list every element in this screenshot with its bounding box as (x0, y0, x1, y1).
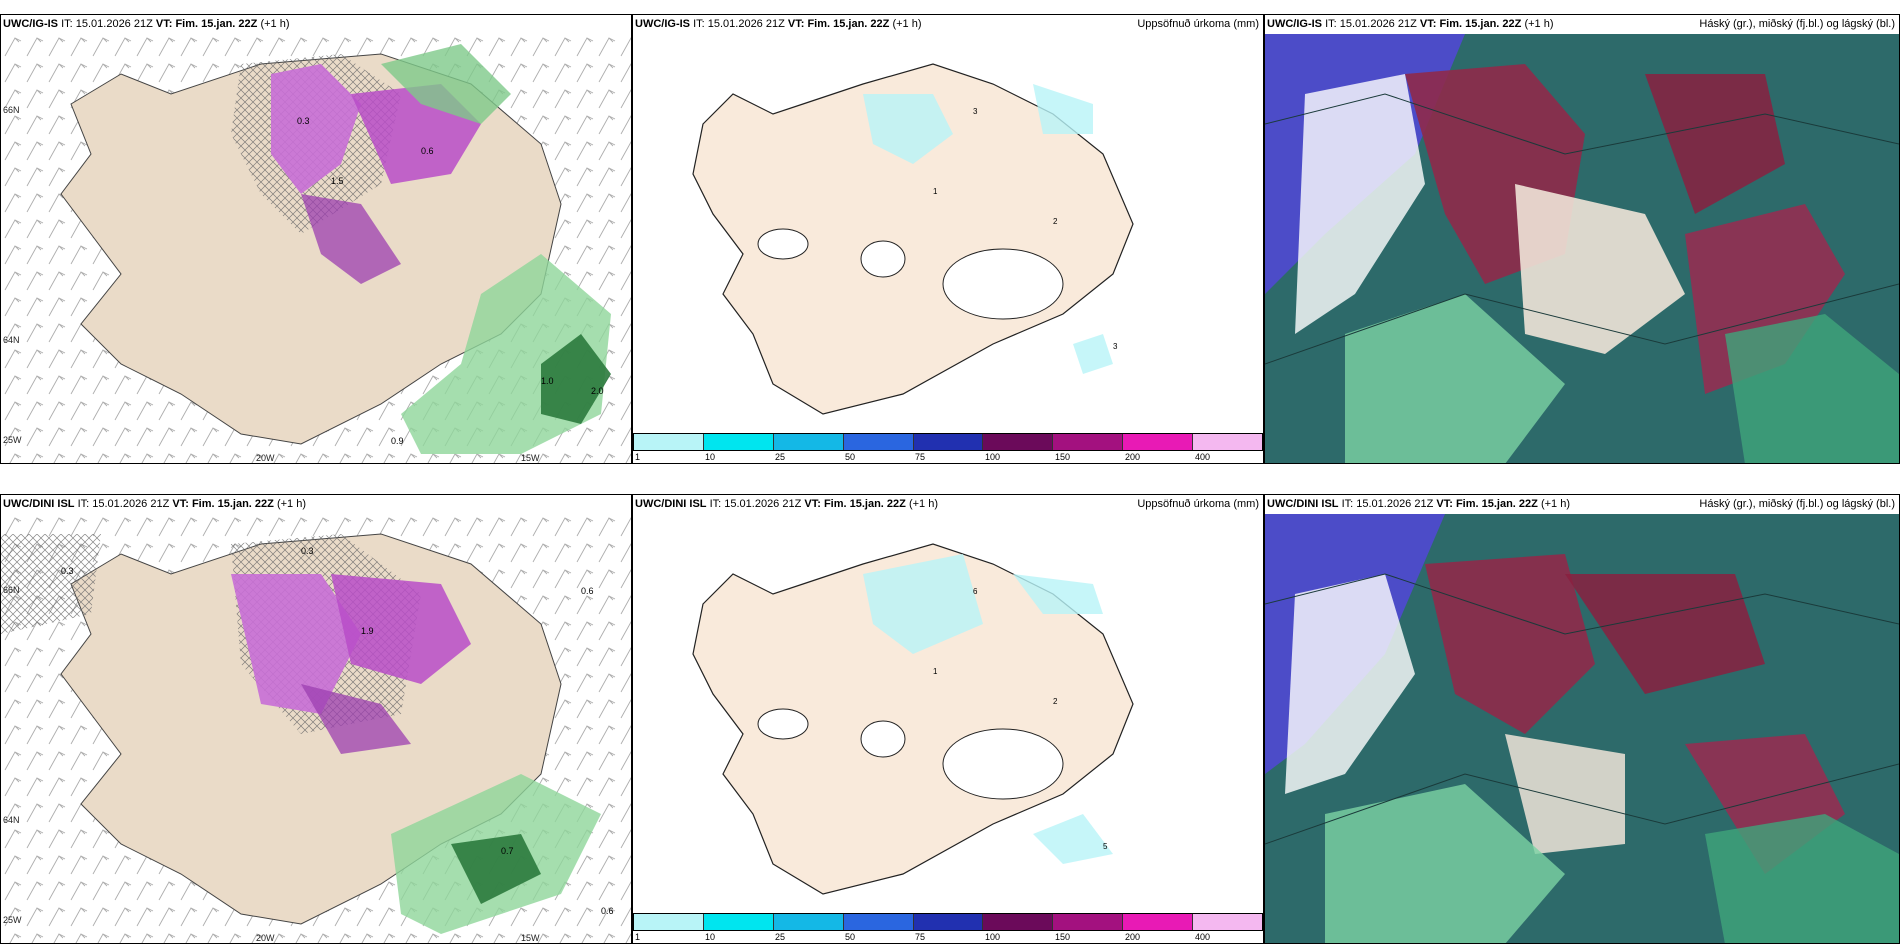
accum-label: 6 (973, 587, 978, 596)
colorbar-tick: 100 (985, 452, 1001, 462)
lat-label: 64N (3, 815, 20, 825)
cloud-title: Háský (gr.), miðský (fj.bl.) og lágský (… (1699, 498, 1895, 510)
panel-header: UWC/DINI ISL IT: 15.01.2026 21Z VT: Fim.… (3, 498, 306, 510)
precip-label: 0.6 (581, 586, 594, 596)
lon-label: 25W (3, 915, 22, 925)
colorbar-tick: 25 (775, 932, 786, 942)
accum-map: 3 1 2 3 (692, 63, 1134, 415)
colorbar-swatch (843, 914, 914, 930)
accum-label: 3 (1113, 342, 1118, 351)
colorbar-tick: 400 (1195, 452, 1211, 462)
colorbar-tick: 150 (1055, 932, 1071, 942)
precip-label: 0.3 (297, 116, 310, 126)
colorbar-swatch (703, 914, 774, 930)
precip-label: 0.3 (301, 546, 314, 556)
colorbar-tick: 10 (705, 932, 716, 942)
panel-header: UWC/DINI ISL IT: 15.01.2026 21Z VT: Fim.… (1267, 498, 1570, 510)
colorbar-tick: 1 (635, 932, 641, 942)
colorbar-tick: 150 (1055, 452, 1071, 462)
lat-label: 64N (3, 335, 20, 345)
colorbar-swatch (913, 434, 984, 450)
precip-label: 0.6 (421, 146, 434, 156)
precip-label: 1.5 (331, 176, 344, 186)
accum-label: 1 (933, 667, 938, 676)
precip-label: 0.7 (501, 846, 514, 856)
lon-label: 15W (521, 453, 540, 463)
colorbar-tick: 10 (705, 452, 716, 462)
precip-label: 2.0 (591, 386, 604, 396)
precip-panel-row1: UWC/IG-IS IT: 15.01.2026 21Z VT: Fim. 15… (0, 14, 632, 464)
colorbar-swatch (983, 914, 1054, 930)
colorbar-tick: 100 (985, 932, 1001, 942)
panel-header: UWC/IG-IS IT: 15.01.2026 21Z VT: Fim. 15… (635, 18, 922, 30)
precip-label: 0.9 (391, 436, 404, 446)
colorbar-swatch (1193, 914, 1263, 930)
accum-panel-row1: UWC/IG-IS IT: 15.01.2026 21Z VT: Fim. 15… (632, 14, 1264, 464)
lat-label: 66N (3, 585, 20, 595)
cloud-map (1265, 34, 1899, 463)
colorbar-tick: 400 (1195, 932, 1211, 942)
lon-label: 20W (256, 453, 275, 463)
precip-map: 0.3 0.6 1.5 1.0 2.0 0.9 (1, 34, 631, 463)
colorbar-swatch (1123, 914, 1194, 930)
colorbar-swatch (1053, 914, 1124, 930)
colorbar-swatch (773, 914, 844, 930)
accum-map: 6 1 2 5 (692, 543, 1134, 895)
accum-title: Uppsöfnuð úrkoma (mm) (1137, 18, 1259, 30)
cloud-map (1265, 514, 1899, 943)
colorbar (633, 913, 1263, 931)
colorbar-tick: 50 (845, 932, 856, 942)
colorbar-tick: 75 (915, 932, 926, 942)
model-name: UWC/IG-IS (3, 18, 58, 30)
panel-header: UWC/IG-IS IT: 15.01.2026 21Z VT: Fim. 15… (3, 18, 290, 30)
model-name: UWC/DINI ISL (3, 498, 75, 510)
cloud-title: Háský (gr.), miðský (fj.bl.) og lágský (… (1699, 18, 1895, 30)
colorbar-swatch (703, 434, 774, 450)
colorbar-tick: 75 (915, 452, 926, 462)
cloud-panel-row2: UWC/DINI ISL IT: 15.01.2026 21Z VT: Fim.… (1264, 494, 1900, 944)
colorbar-swatch (913, 914, 984, 930)
colorbar-swatch (1053, 434, 1124, 450)
panel-header: UWC/DINI ISL IT: 15.01.2026 21Z VT: Fim.… (635, 498, 938, 510)
accum-label: 3 (973, 107, 978, 116)
colorbar-swatch (634, 914, 704, 930)
colorbar-tick: 200 (1125, 452, 1141, 462)
colorbar-swatch (843, 434, 914, 450)
accum-label: 2 (1053, 697, 1058, 706)
precip-panel-row2: UWC/DINI ISL IT: 15.01.2026 21Z VT: Fim.… (0, 494, 632, 944)
precip-label: 0.6 (601, 906, 614, 916)
colorbar-swatch (634, 434, 704, 450)
precip-label: 1.0 (541, 376, 554, 386)
lat-label: 66N (3, 105, 20, 115)
colorbar-tick: 200 (1125, 932, 1141, 942)
lon-label: 20W (256, 933, 275, 943)
precip-label: 0.3 (61, 566, 74, 576)
cloud-panel-row1: UWC/IG-IS IT: 15.01.2026 21Z VT: Fim. 15… (1264, 14, 1900, 464)
accum-panel-row2: UWC/DINI ISL IT: 15.01.2026 21Z VT: Fim.… (632, 494, 1264, 944)
colorbar-swatch (983, 434, 1054, 450)
accum-title: Uppsöfnuð úrkoma (mm) (1137, 498, 1259, 510)
colorbar-tick: 1 (635, 452, 641, 462)
accum-label: 1 (933, 187, 938, 196)
colorbar-swatch (1193, 434, 1263, 450)
colorbar-swatch (773, 434, 844, 450)
colorbar (633, 433, 1263, 451)
panel-header: UWC/IG-IS IT: 15.01.2026 21Z VT: Fim. 15… (1267, 18, 1554, 30)
colorbar-swatch (1123, 434, 1194, 450)
lon-label: 25W (3, 435, 22, 445)
precip-map: 0.3 0.3 1.9 0.6 0.7 0.6 (1, 514, 631, 943)
precip-label: 1.9 (361, 626, 374, 636)
lon-label: 15W (521, 933, 540, 943)
colorbar-tick: 50 (845, 452, 856, 462)
accum-label: 2 (1053, 217, 1058, 226)
accum-label: 5 (1103, 842, 1108, 851)
colorbar-tick: 25 (775, 452, 786, 462)
